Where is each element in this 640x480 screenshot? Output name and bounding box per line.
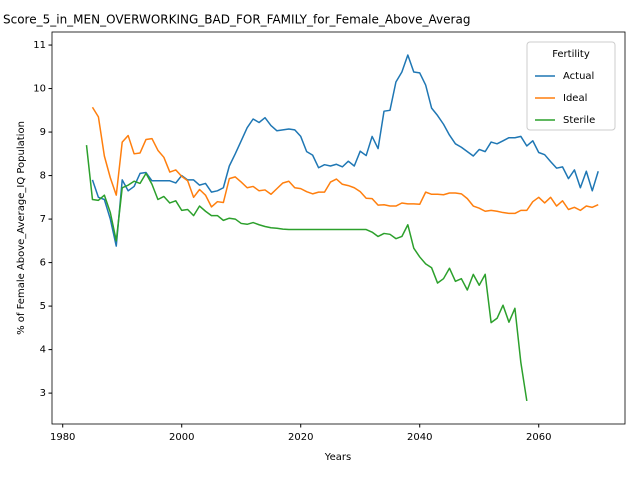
legend-label: Actual [563,71,594,82]
y-tick-label: 7 [40,214,46,225]
x-tick-label: 1980 [50,432,75,443]
plot-frame [51,31,626,425]
y-tick-label: 11 [33,40,46,51]
legend-label: Sterile [563,115,595,126]
y-tick-label: 6 [40,258,46,269]
y-tick-label: 9 [40,127,46,138]
y-tick-label: 8 [40,171,46,182]
chart-title: Score_5_in_MEN_OVERWORKING_BAD_FOR_FAMIL… [3,13,470,27]
y-tick-label: 5 [40,301,46,312]
x-tick-label: 2040 [407,432,432,443]
line-series [85,145,528,402]
y-axis-label: % of Female Above_Average_IQ Population [16,121,27,335]
x-tick-label: 2060 [526,432,551,443]
x-axis-label: Years [324,452,351,463]
x-tick-label: 2020 [288,432,313,443]
legend: Fertility Actual Ideal Sterile [526,41,616,131]
legend-box [526,41,616,131]
legend-label: Ideal [563,93,587,104]
legend-title: Fertility [552,49,590,60]
line-series [91,54,599,247]
y-tick-label: 3 [40,388,46,399]
y-tick-label: 10 [33,84,46,95]
line-series [91,106,599,215]
x-tick-label: 2000 [169,432,194,443]
y-tick-label: 4 [40,345,46,356]
